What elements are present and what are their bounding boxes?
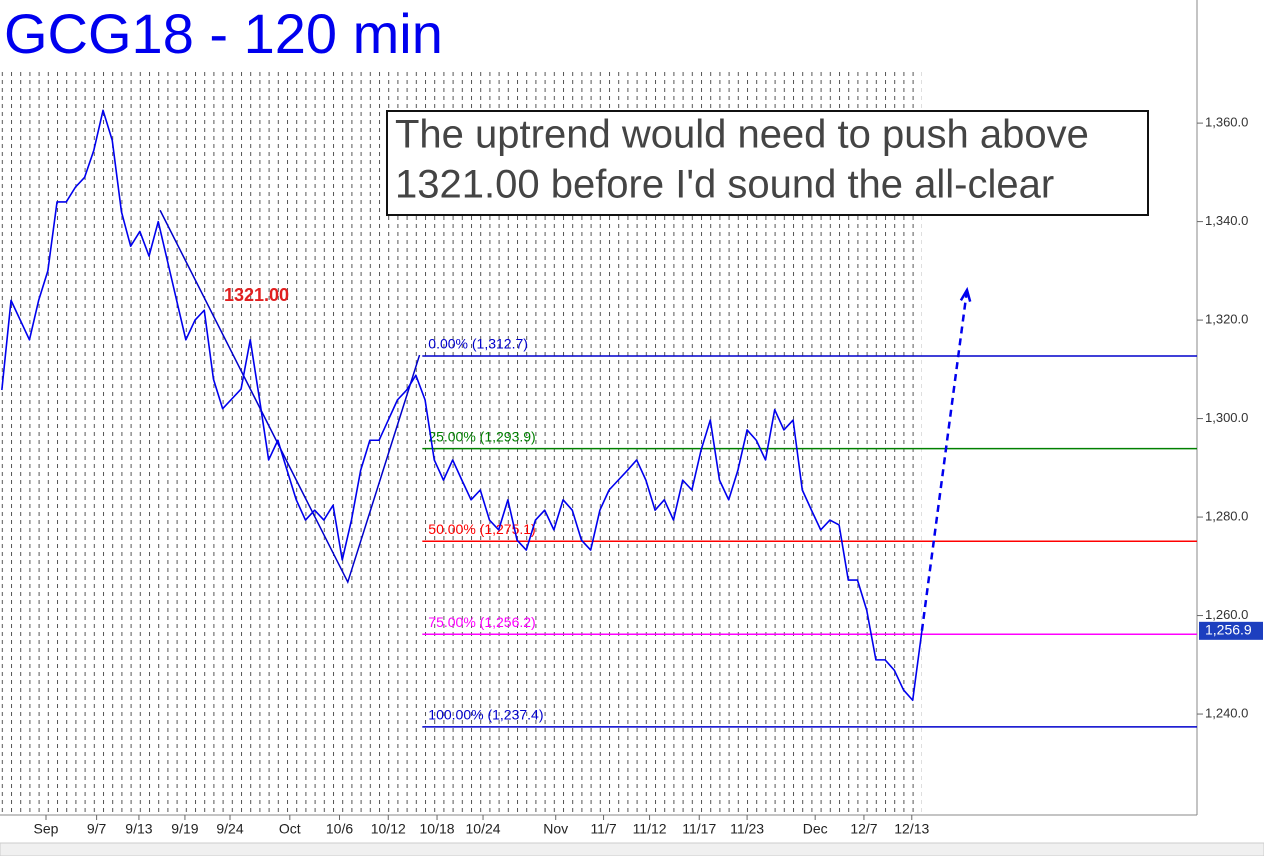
y-tick-label: 1,260.0: [1205, 607, 1248, 622]
last-price-label: 1,256.9: [1205, 622, 1252, 638]
y-tick-label: 1,240.0: [1205, 705, 1248, 720]
annotation-text: The uptrend would need to push above: [395, 113, 1089, 157]
projection-arrow: [920, 289, 969, 631]
abc-line: [159, 209, 421, 585]
fib-label: 50.00% (1,275.1): [428, 521, 535, 537]
x-tick-label: 9/13: [125, 821, 152, 837]
x-tick-label: Oct: [279, 821, 301, 837]
x-tick-label: 12/13: [894, 821, 929, 837]
y-tick-label: 1,340.0: [1205, 213, 1248, 228]
x-tick-label: 11/23: [730, 821, 764, 837]
last-price-tag: [1199, 621, 1263, 640]
fib-label: 100.00% (1,237.4): [428, 707, 543, 723]
x-tick-label: Sep: [34, 821, 59, 837]
x-tick-label: 11/12: [633, 821, 667, 837]
annotation-box: [386, 110, 1149, 216]
price-line: [1, 109, 923, 702]
annotation-text: 1321.00 before I'd sound the all-clear: [395, 163, 1054, 207]
x-tick-label: Nov: [543, 821, 568, 837]
fib-label: 75.00% (1,256.2): [428, 614, 535, 630]
x-tick-label: 9/19: [171, 821, 198, 837]
x-tick-label: 10/24: [466, 821, 501, 837]
level-annotation: 1321.00: [224, 285, 289, 305]
x-tick-label: 11/17: [682, 821, 716, 837]
projection-arrowhead: [959, 286, 972, 302]
x-tick-label: 12/7: [850, 821, 877, 837]
y-tick-label: 1,320.0: [1205, 312, 1248, 327]
chart-title: GCG18 - 120 min: [4, 2, 443, 65]
y-tick-label: 1,280.0: [1205, 509, 1248, 524]
x-tick-label: 10/18: [420, 821, 455, 837]
x-tick-label: 10/6: [326, 821, 353, 837]
x-tick-label: 10/12: [371, 821, 406, 837]
fib-label: 0.00% (1,312.7): [428, 336, 528, 352]
fib-label: 25.00% (1,293.9): [428, 428, 535, 444]
y-tick-label: 1,300.0: [1205, 410, 1248, 425]
x-tick-label: Dec: [803, 821, 828, 837]
x-tick-label: 9/7: [87, 821, 107, 837]
x-tick-label: 9/24: [216, 821, 243, 837]
y-tick-label: 1,360.0: [1205, 115, 1248, 130]
scrollbar[interactable]: [0, 842, 1264, 857]
x-tick-label: 11/7: [590, 821, 616, 837]
